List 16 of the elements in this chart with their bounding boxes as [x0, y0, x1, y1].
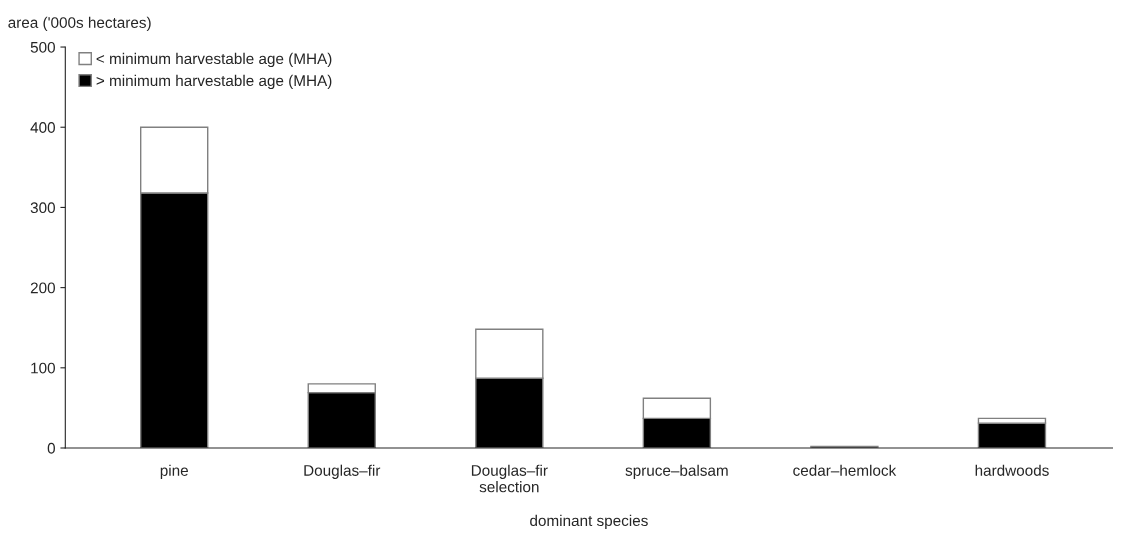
y-tick-label: 200 — [30, 282, 55, 294]
x-tick-label: spruce–balsam — [625, 464, 728, 479]
y-axis-title: area ('000s hectares) — [8, 16, 151, 31]
x-tick-label: pine — [160, 464, 188, 479]
x-tick-label: hardwoods — [975, 464, 1049, 476]
y-tick-label: 500 — [30, 41, 55, 53]
y-tick-label: 0 — [47, 442, 55, 454]
x-tick-label: Douglas–fir selection — [471, 464, 548, 493]
y-tick-label: 400 — [30, 122, 55, 133]
legend-label: < minimum harvestable age (MHA) — [96, 52, 332, 68]
x-tick-label: Douglas–fir — [304, 464, 381, 479]
y-tick-label: 300 — [30, 202, 55, 214]
x-axis-title: dominant species — [530, 514, 648, 530]
y-tick-label: 100 — [31, 362, 55, 374]
legend-label: > minimum harvestable age (MHA) — [96, 74, 332, 90]
x-tick-label: cedar–hemlock — [793, 464, 897, 476]
